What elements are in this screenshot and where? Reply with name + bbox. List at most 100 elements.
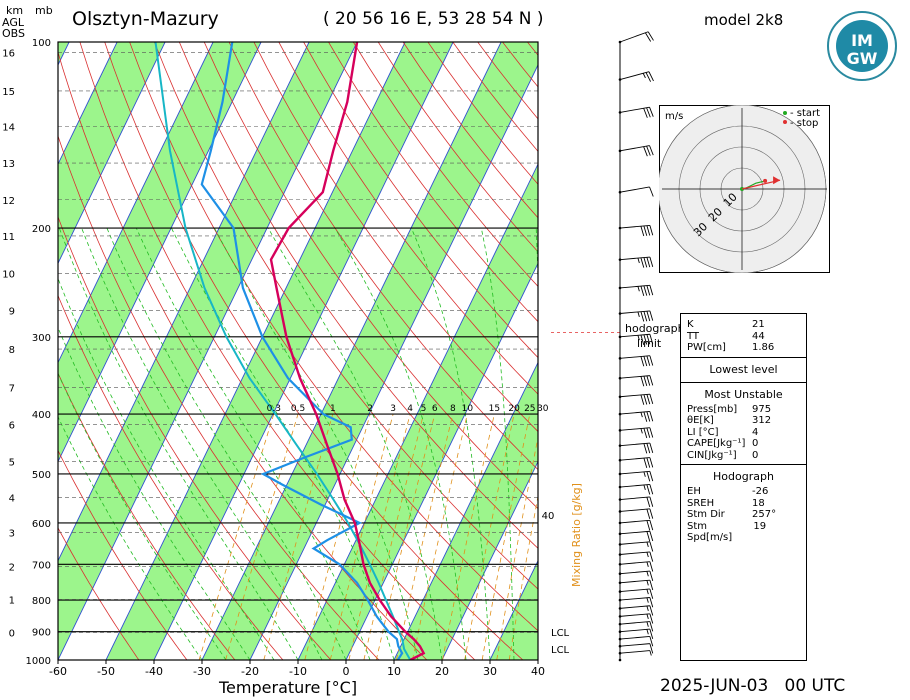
- x-axis-title: Temperature [°C]: [219, 678, 358, 697]
- index-value: 44: [752, 330, 765, 342]
- km-axis-title: km: [6, 4, 24, 17]
- pressure-tick-label: 900: [32, 628, 51, 639]
- wind-barb: [618, 145, 654, 157]
- dry-adiabat: [79, 42, 476, 660]
- x-tick-label: 40: [531, 665, 545, 678]
- wind-barb: [618, 71, 654, 82]
- wind-barb: [618, 355, 654, 367]
- station-name: Olsztyn-Mazury: [72, 8, 219, 30]
- wind-barb: [618, 605, 654, 616]
- pressure-tick-label: 300: [32, 333, 51, 344]
- storm-motion-arrowhead: [773, 176, 781, 185]
- dry-adiabat: [203, 42, 538, 510]
- wind-barb: [618, 393, 654, 405]
- km-tick-label: 15: [2, 87, 15, 98]
- wind-barb: [618, 613, 654, 624]
- km-tick-label: 9: [9, 307, 15, 318]
- pressure-tick-label: 100: [32, 38, 51, 49]
- km-tick-label: 10: [2, 270, 15, 281]
- mixing-ratio-title: Mixing Ratio [g/kg]: [570, 483, 583, 587]
- mixing-ratio-label: 5: [421, 404, 427, 414]
- dry-adiabat: [228, 42, 538, 471]
- hodograph-title: Hodograph: [713, 470, 774, 483]
- wind-barb: [618, 31, 654, 44]
- lowest-level-title: Lowest level: [709, 362, 778, 376]
- dry-adiabat: [129, 42, 538, 632]
- isotherm-line: [58, 42, 214, 364]
- wind-barb: [618, 636, 654, 647]
- x-tick-label: -50: [97, 665, 115, 678]
- hodograph-limit-label: hodograph: [625, 322, 685, 335]
- mixing-ratio-label: 15: [489, 404, 500, 414]
- km-tick-label: 2: [9, 563, 15, 574]
- index-row: PW[cm] 1.86: [681, 342, 806, 354]
- temperature-profile: [269, 42, 426, 660]
- moist-adiabat: [410, 227, 491, 660]
- index-value: 1.86: [752, 342, 775, 353]
- wind-barb: [618, 310, 654, 322]
- moist-adiabat: [135, 227, 371, 660]
- most-unstable-row: CAPE[Jkg⁻¹] 0: [681, 438, 806, 450]
- x-tick-label: 10: [387, 665, 401, 678]
- mixing-ratio-label: 2: [367, 404, 373, 414]
- legend-start: - start: [790, 108, 820, 119]
- moist-adiabat: [81, 227, 323, 660]
- x-tick-label: -30: [193, 665, 211, 678]
- km-tick-label: 4: [9, 494, 15, 505]
- isotherm-line: [58, 42, 118, 166]
- lcl-label: LCL: [551, 628, 570, 639]
- wind-barb: [618, 427, 654, 439]
- wind-barb: [618, 579, 654, 591]
- isotherm-line: [249, 63, 538, 660]
- x-tick-label: 0: [343, 665, 350, 678]
- hodograph-stop: [763, 178, 768, 183]
- most-unstable-label: CAPE[Jkg⁻¹]: [687, 438, 746, 449]
- dewpoint-profile: [200, 42, 404, 660]
- model-name: model 2k8: [704, 11, 784, 29]
- x-tick-label: -60: [49, 665, 67, 678]
- index-label: TT: [687, 330, 700, 342]
- most-unstable-row: CIN[Jkg⁻¹] 0: [681, 450, 806, 462]
- mixing-ratio-label: 4: [407, 404, 413, 414]
- x-tick-label: 20: [435, 665, 449, 678]
- km-tick-label: 3: [9, 529, 15, 540]
- mixing-ratio-label: 1: [330, 404, 336, 414]
- wind-barb: [618, 333, 654, 345]
- wind-barb: [618, 375, 654, 387]
- hodograph-index-value: 18: [752, 497, 765, 509]
- mixing-ratio-label: 25: [524, 404, 535, 414]
- km-tick-label: 11: [2, 232, 15, 243]
- most-unstable-row: Press[mb] 975: [681, 404, 806, 416]
- isotherm-band: [202, 42, 538, 660]
- most-unstable-value: 0: [752, 438, 759, 449]
- mixing-ratio-label: 10: [462, 404, 474, 414]
- hodograph-index-row: SREH 18: [681, 498, 806, 510]
- most-unstable-title: Most Unstable: [704, 387, 783, 401]
- wind-barb: [618, 186, 654, 197]
- wind-barb: [618, 508, 654, 520]
- hodograph-index-value: 19: [753, 520, 767, 532]
- indices-panel: K 21 TT 44 PW[cm] 1.86 Lowest level Most Unst…: [680, 313, 807, 661]
- wind-barb: [618, 643, 654, 654]
- wind-barb: [618, 551, 654, 562]
- wind-barb: [618, 628, 654, 640]
- label-40: 40: [542, 511, 555, 522]
- moist-adiabat: [334, 227, 467, 660]
- agl-obs-label: AGL OBS: [2, 16, 25, 40]
- pressure-tick-label: 200: [32, 224, 51, 235]
- pressure-tick-label: 800: [32, 596, 51, 607]
- mixing-ratio-label: 8: [450, 404, 456, 414]
- km-tick-label: 12: [2, 196, 15, 207]
- wind-barb: [618, 519, 654, 531]
- wind-barb: [618, 621, 654, 632]
- km-tick-label: 6: [9, 421, 15, 432]
- lcl-label: LCL: [551, 645, 570, 656]
- dry-adiabat: [58, 294, 284, 660]
- hodograph-index-value: -26: [752, 486, 769, 497]
- parcel-profile: [154, 42, 412, 660]
- wind-barb: [618, 411, 654, 422]
- wind-barb: [618, 470, 654, 482]
- dry-adiabat: [58, 215, 332, 660]
- x-tick-label: -10: [289, 665, 307, 678]
